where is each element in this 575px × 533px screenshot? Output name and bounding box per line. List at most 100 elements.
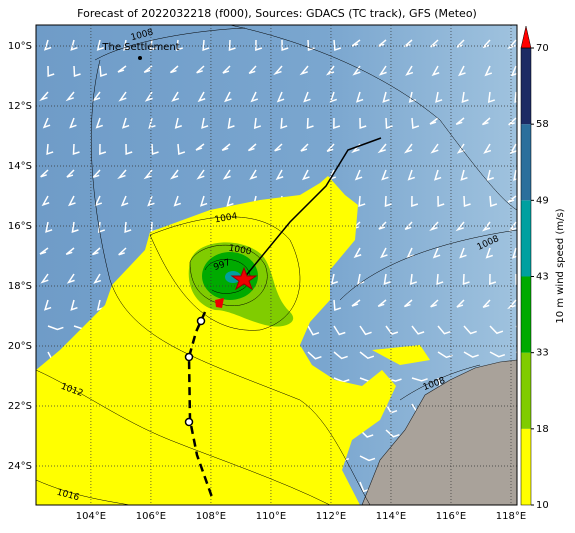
barb (482, 39, 491, 49)
barb (411, 325, 425, 335)
barb (46, 143, 54, 156)
barb (463, 195, 471, 208)
barb (481, 117, 491, 126)
barb (437, 195, 445, 208)
barb (333, 351, 348, 360)
barb (276, 91, 285, 103)
barb (511, 247, 517, 259)
barb (221, 143, 231, 152)
barb (460, 169, 468, 181)
colorbar-segment (521, 200, 531, 277)
barb (403, 39, 413, 48)
isobars (36, 25, 517, 505)
barb (456, 39, 465, 48)
barb (40, 273, 49, 284)
barb (432, 247, 441, 259)
barb (301, 169, 310, 181)
barb (333, 325, 346, 336)
barb (406, 247, 415, 259)
colorbar-segment (521, 428, 531, 505)
barb (66, 273, 75, 284)
barb (485, 247, 493, 259)
barb (507, 195, 517, 203)
barb (124, 221, 132, 234)
barb (255, 39, 263, 52)
colorbar-segment (521, 124, 531, 201)
barb (508, 221, 517, 232)
colorbar-segment (521, 276, 531, 353)
barb (222, 169, 231, 180)
barb (352, 65, 361, 76)
lon-label: 104°E (76, 511, 106, 522)
barb (430, 39, 439, 48)
barb (274, 143, 283, 152)
barb (355, 91, 364, 103)
lat-label: 22°S (8, 401, 32, 412)
barb (171, 91, 180, 102)
isobar-label: 1000 (228, 244, 253, 258)
barb (411, 377, 428, 382)
barb (121, 117, 130, 129)
barb (411, 117, 420, 129)
track-past (243, 137, 382, 279)
barb (354, 169, 363, 181)
map-frame (35, 24, 518, 506)
barb (359, 455, 376, 462)
barb (143, 169, 153, 180)
barb (169, 65, 179, 74)
barb (66, 169, 75, 178)
track-point (196, 316, 206, 326)
barb (430, 143, 439, 154)
barb (201, 117, 209, 129)
barb (196, 65, 205, 74)
barb (357, 273, 365, 285)
track-point (184, 417, 194, 427)
barb (65, 91, 75, 102)
barb (489, 351, 506, 358)
lat-label: 20°S (8, 341, 32, 352)
wind-yellow (372, 345, 430, 365)
barb (385, 117, 393, 130)
barb (39, 247, 49, 255)
barb (174, 117, 183, 129)
barb (430, 299, 439, 308)
barb (333, 117, 341, 130)
barb (40, 169, 49, 178)
barb (411, 195, 419, 208)
barb (118, 247, 127, 256)
barb (70, 299, 78, 311)
barb (228, 39, 236, 52)
barb (125, 143, 133, 156)
barb (97, 221, 106, 234)
lat-label: 12°S (8, 101, 32, 112)
barb (47, 65, 55, 78)
barb (248, 65, 257, 75)
barb (403, 143, 413, 154)
colorbar-tick-label: 70 (536, 43, 549, 54)
colorbar-extension (520, 25, 532, 49)
map-area (36, 25, 517, 505)
barb (118, 91, 127, 102)
barb (510, 65, 517, 77)
barb (514, 91, 517, 104)
barb (515, 273, 517, 286)
barb (378, 221, 387, 230)
barb (377, 299, 387, 308)
barb (93, 273, 102, 284)
barb (385, 429, 400, 438)
barb (381, 169, 389, 181)
track (184, 137, 382, 501)
barb (72, 143, 80, 156)
barb (175, 39, 184, 52)
barb (120, 195, 129, 207)
barb (457, 65, 466, 77)
barb (385, 325, 399, 335)
barb (489, 273, 497, 286)
barb (383, 273, 391, 285)
barb (92, 169, 101, 179)
barb (351, 299, 361, 307)
barb (329, 91, 337, 103)
barb (226, 195, 234, 207)
barb (222, 65, 231, 74)
barb (486, 169, 495, 181)
